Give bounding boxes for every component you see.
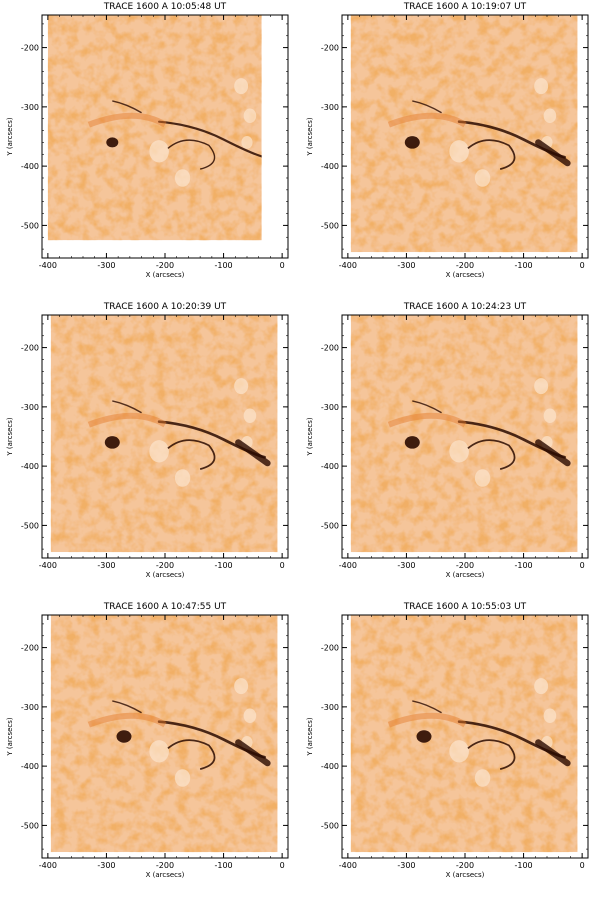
- y-tick-label: -200: [321, 644, 339, 653]
- panel-6: TRACE 1600 A 10:55:03 UT -400 -300 -200 -100…: [300, 600, 600, 900]
- x-tick-label: -300: [397, 261, 415, 270]
- y-tick-label: -400: [21, 462, 39, 471]
- x-axis-label: X (arcsecs): [446, 271, 485, 279]
- panel-4: TRACE 1600 A 10:24:23 UT -400 -300 -200 -100…: [300, 300, 600, 600]
- x-tick-label: -300: [97, 561, 115, 570]
- y-tick-label: -200: [21, 44, 39, 53]
- y-axis-label: Y (arcsecs): [6, 717, 14, 757]
- y-tick-label: -300: [321, 703, 339, 712]
- y-tick-label: -400: [321, 762, 339, 771]
- x-tick-label: 0: [280, 561, 285, 570]
- x-tick-label: 0: [580, 261, 585, 270]
- x-axis-label: X (arcsecs): [146, 571, 185, 579]
- y-tick-label: -400: [321, 162, 339, 171]
- y-axis-label: Y (arcsecs): [306, 717, 314, 757]
- y-tick-label: -300: [321, 403, 339, 412]
- panel-title: TRACE 1600 A 10:19:07 UT: [403, 2, 527, 12]
- y-tick-label: -400: [21, 162, 39, 171]
- y-tick-label: -400: [21, 762, 39, 771]
- y-tick-label: -500: [21, 221, 39, 230]
- y-tick-label: -400: [321, 462, 339, 471]
- x-tick-label: -300: [97, 861, 115, 870]
- y-tick-label: -200: [21, 344, 39, 353]
- panel-svg: TRACE 1600 A 10:55:03 UT -400 -300 -200 -100…: [306, 602, 589, 879]
- y-tick-label: -300: [21, 103, 39, 112]
- x-tick-label: -100: [514, 261, 532, 270]
- y-axis-label: Y (arcsecs): [6, 117, 14, 157]
- x-axis-label: X (arcsecs): [146, 871, 185, 879]
- x-tick-label: -100: [514, 861, 532, 870]
- x-tick-label: -400: [339, 261, 357, 270]
- x-tick-label: -300: [397, 561, 415, 570]
- y-tick-label: -500: [321, 221, 339, 230]
- y-tick-label: -500: [321, 521, 339, 530]
- y-tick-label: -200: [321, 344, 339, 353]
- solar-image: [50, 615, 278, 853]
- x-tick-label: -400: [339, 861, 357, 870]
- x-tick-label: -200: [156, 561, 174, 570]
- x-tick-label: -300: [397, 861, 415, 870]
- panel-svg: TRACE 1600 A 10:47:55 UT -400 -300 -200 -100…: [6, 602, 289, 879]
- panel-2: TRACE 1600 A 10:19:07 UT -400 -300 -200 -100…: [300, 0, 600, 300]
- x-tick-label: -200: [456, 861, 474, 870]
- x-tick-label: -400: [39, 861, 57, 870]
- panel-1: TRACE 1600 A 10:05:48 UT -400 -300 -200 -100…: [0, 0, 300, 300]
- x-tick-label: 0: [580, 561, 585, 570]
- x-tick-label: -100: [214, 561, 232, 570]
- x-tick-label: 0: [580, 861, 585, 870]
- panel-svg: TRACE 1600 A 10:19:07 UT -400 -300 -200 -100…: [306, 2, 589, 279]
- solar-image: [350, 15, 578, 253]
- panel-title: TRACE 1600 A 10:55:03 UT: [403, 602, 527, 612]
- x-axis-label: X (arcsecs): [146, 271, 185, 279]
- solar-image: [50, 315, 278, 553]
- panel-title: TRACE 1600 A 10:47:55 UT: [103, 602, 227, 612]
- x-axis-label: X (arcsecs): [446, 871, 485, 879]
- x-tick-label: -200: [156, 861, 174, 870]
- x-tick-label: 0: [280, 861, 285, 870]
- solar-image: [350, 315, 578, 553]
- panel-svg: TRACE 1600 A 10:05:48 UT -400 -300 -200 -100…: [6, 2, 289, 279]
- solar-image: [47, 15, 262, 241]
- y-tick-label: -300: [21, 703, 39, 712]
- x-tick-label: -200: [456, 561, 474, 570]
- y-axis-label: Y (arcsecs): [6, 417, 14, 457]
- y-tick-label: -300: [321, 103, 339, 112]
- x-tick-label: -200: [456, 261, 474, 270]
- x-axis-label: X (arcsecs): [446, 571, 485, 579]
- y-tick-label: -200: [21, 644, 39, 653]
- panel-5: TRACE 1600 A 10:47:55 UT -400 -300 -200 -100…: [0, 600, 300, 900]
- solar-image: [350, 615, 578, 853]
- x-tick-label: -400: [39, 261, 57, 270]
- x-tick-label: -400: [339, 561, 357, 570]
- x-tick-label: -300: [97, 261, 115, 270]
- panel-svg: TRACE 1600 A 10:20:39 UT -400 -300 -200 -100…: [6, 302, 289, 579]
- panel-title: TRACE 1600 A 10:20:39 UT: [103, 302, 227, 312]
- x-tick-label: -400: [39, 561, 57, 570]
- panel-svg: TRACE 1600 A 10:24:23 UT -400 -300 -200 -100…: [306, 302, 589, 579]
- x-tick-label: -100: [214, 261, 232, 270]
- y-tick-label: -300: [21, 403, 39, 412]
- x-tick-label: -100: [214, 861, 232, 870]
- panel-3: TRACE 1600 A 10:20:39 UT -400 -300 -200 -100…: [0, 300, 300, 600]
- y-tick-label: -500: [21, 821, 39, 830]
- x-tick-label: -100: [514, 561, 532, 570]
- y-axis-label: Y (arcsecs): [306, 117, 314, 157]
- y-tick-label: -500: [321, 821, 339, 830]
- y-tick-label: -500: [21, 521, 39, 530]
- y-tick-label: -200: [321, 44, 339, 53]
- x-tick-label: 0: [280, 261, 285, 270]
- panel-title: TRACE 1600 A 10:24:23 UT: [403, 302, 527, 312]
- panel-title: TRACE 1600 A 10:05:48 UT: [103, 2, 227, 12]
- x-tick-label: -200: [156, 261, 174, 270]
- y-axis-label: Y (arcsecs): [306, 417, 314, 457]
